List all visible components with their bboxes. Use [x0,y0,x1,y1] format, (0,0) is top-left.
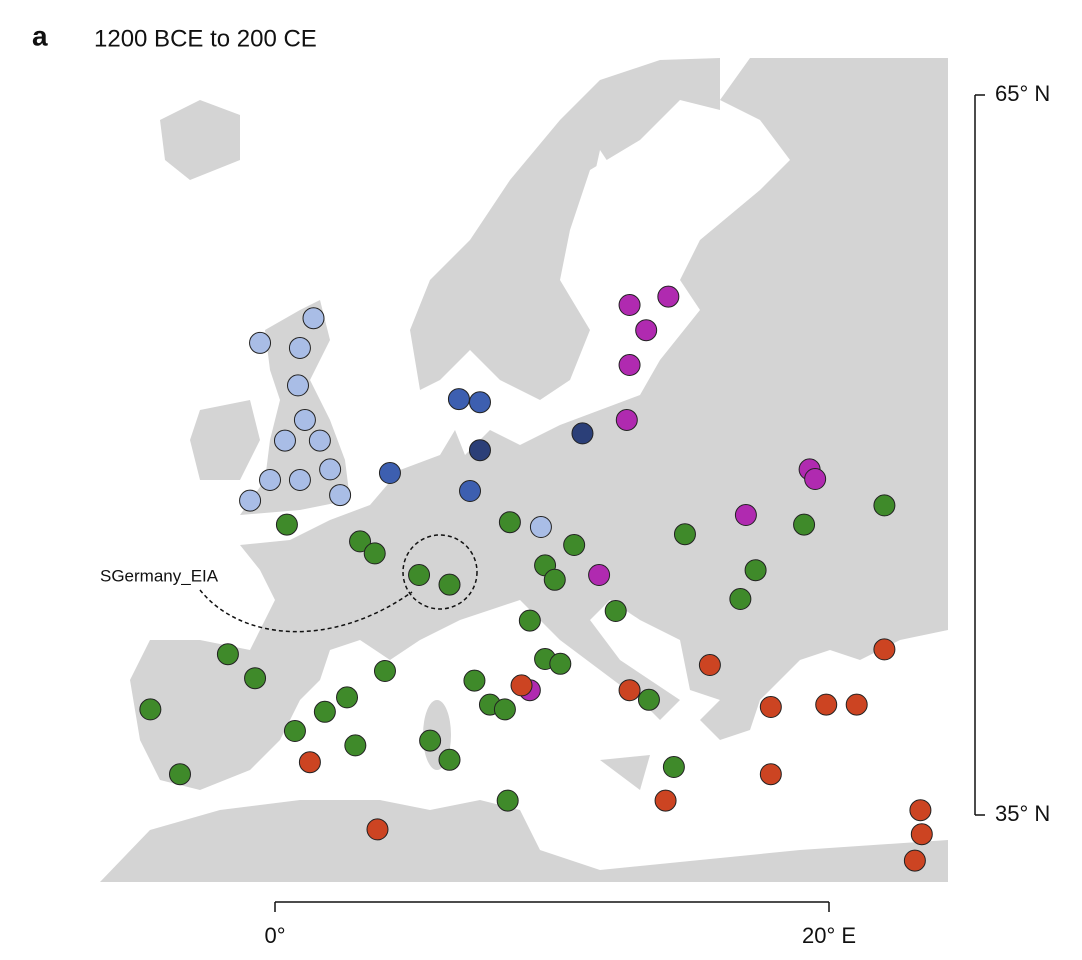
site-marker [468,439,491,462]
site-marker [793,513,816,536]
site-marker [604,600,627,622]
site-marker [615,408,638,431]
site-marker [349,530,372,553]
site-marker [275,513,298,536]
site-marker [729,588,752,610]
site-marker [293,408,316,431]
site-marker [549,652,572,675]
site-marker [510,674,533,697]
site-marker [518,609,541,632]
site-marker [308,429,331,452]
site-marker [662,756,685,778]
site-marker [759,696,782,718]
site-marker [910,823,933,846]
site-marker [744,559,767,582]
site-marker [168,763,191,786]
site-marker [498,511,521,534]
site-marker [283,720,306,742]
leader-line [199,589,413,633]
site-marker [438,573,461,596]
site-marker [873,494,896,517]
site-marker [419,729,442,752]
panel-label: a [32,20,48,51]
panel-title: 1200 BCE to 200 CE [94,25,317,52]
x-tick-label: 20° E [802,923,856,948]
site-marker [468,391,491,414]
site-marker [734,504,757,526]
site-marker [273,429,296,452]
site-marker [286,374,309,397]
y-tick-label: 35° N [995,801,1050,826]
site-marker [363,542,386,565]
site-marker [588,564,611,586]
site-marker [903,849,926,872]
site-marker [804,468,827,490]
site-marker [288,336,311,359]
site-marker [571,422,594,445]
site-marker [259,468,282,491]
site-marker [408,564,431,586]
site-marker [698,654,721,676]
annotation: SGermany_EIA [100,566,219,585]
site-marker [288,468,311,491]
site-marker [618,294,641,316]
site-marker [378,462,401,484]
site-marker [909,799,932,822]
site-marker [459,480,482,502]
site-marker [635,319,658,342]
site-marker [815,693,838,716]
site-marker [873,638,896,661]
site-marker [563,534,586,556]
site-marker [543,568,566,591]
y-tick-label: 65° N [995,81,1050,106]
site-marker [302,307,325,330]
site-marker [244,667,267,690]
site-marker [366,818,389,841]
site-marker [673,523,696,546]
site-marker [493,698,516,721]
site-marker [298,751,321,774]
site-marker [438,748,461,771]
site-marker [657,285,680,308]
site-marker [319,458,342,481]
site-marker [759,763,782,786]
site-marker [344,734,367,757]
site-marker [373,660,396,682]
site-marker [329,484,352,507]
site-marker [496,789,519,812]
site-marker [239,489,262,512]
site-marker [529,516,552,538]
site-marker [336,686,359,709]
site-marker [313,700,336,723]
site-marker [447,388,470,411]
highlight-circle [402,534,478,610]
site-marker [637,688,660,711]
site-marker [618,354,641,376]
site-marker [139,698,162,721]
x-tick-label: 0° [264,923,285,948]
site-marker [463,669,486,692]
site-marker [654,789,677,812]
site-marker [618,679,641,702]
site-marker [216,643,239,666]
sites [139,285,933,872]
site-marker [249,331,272,354]
site-marker [845,693,868,716]
